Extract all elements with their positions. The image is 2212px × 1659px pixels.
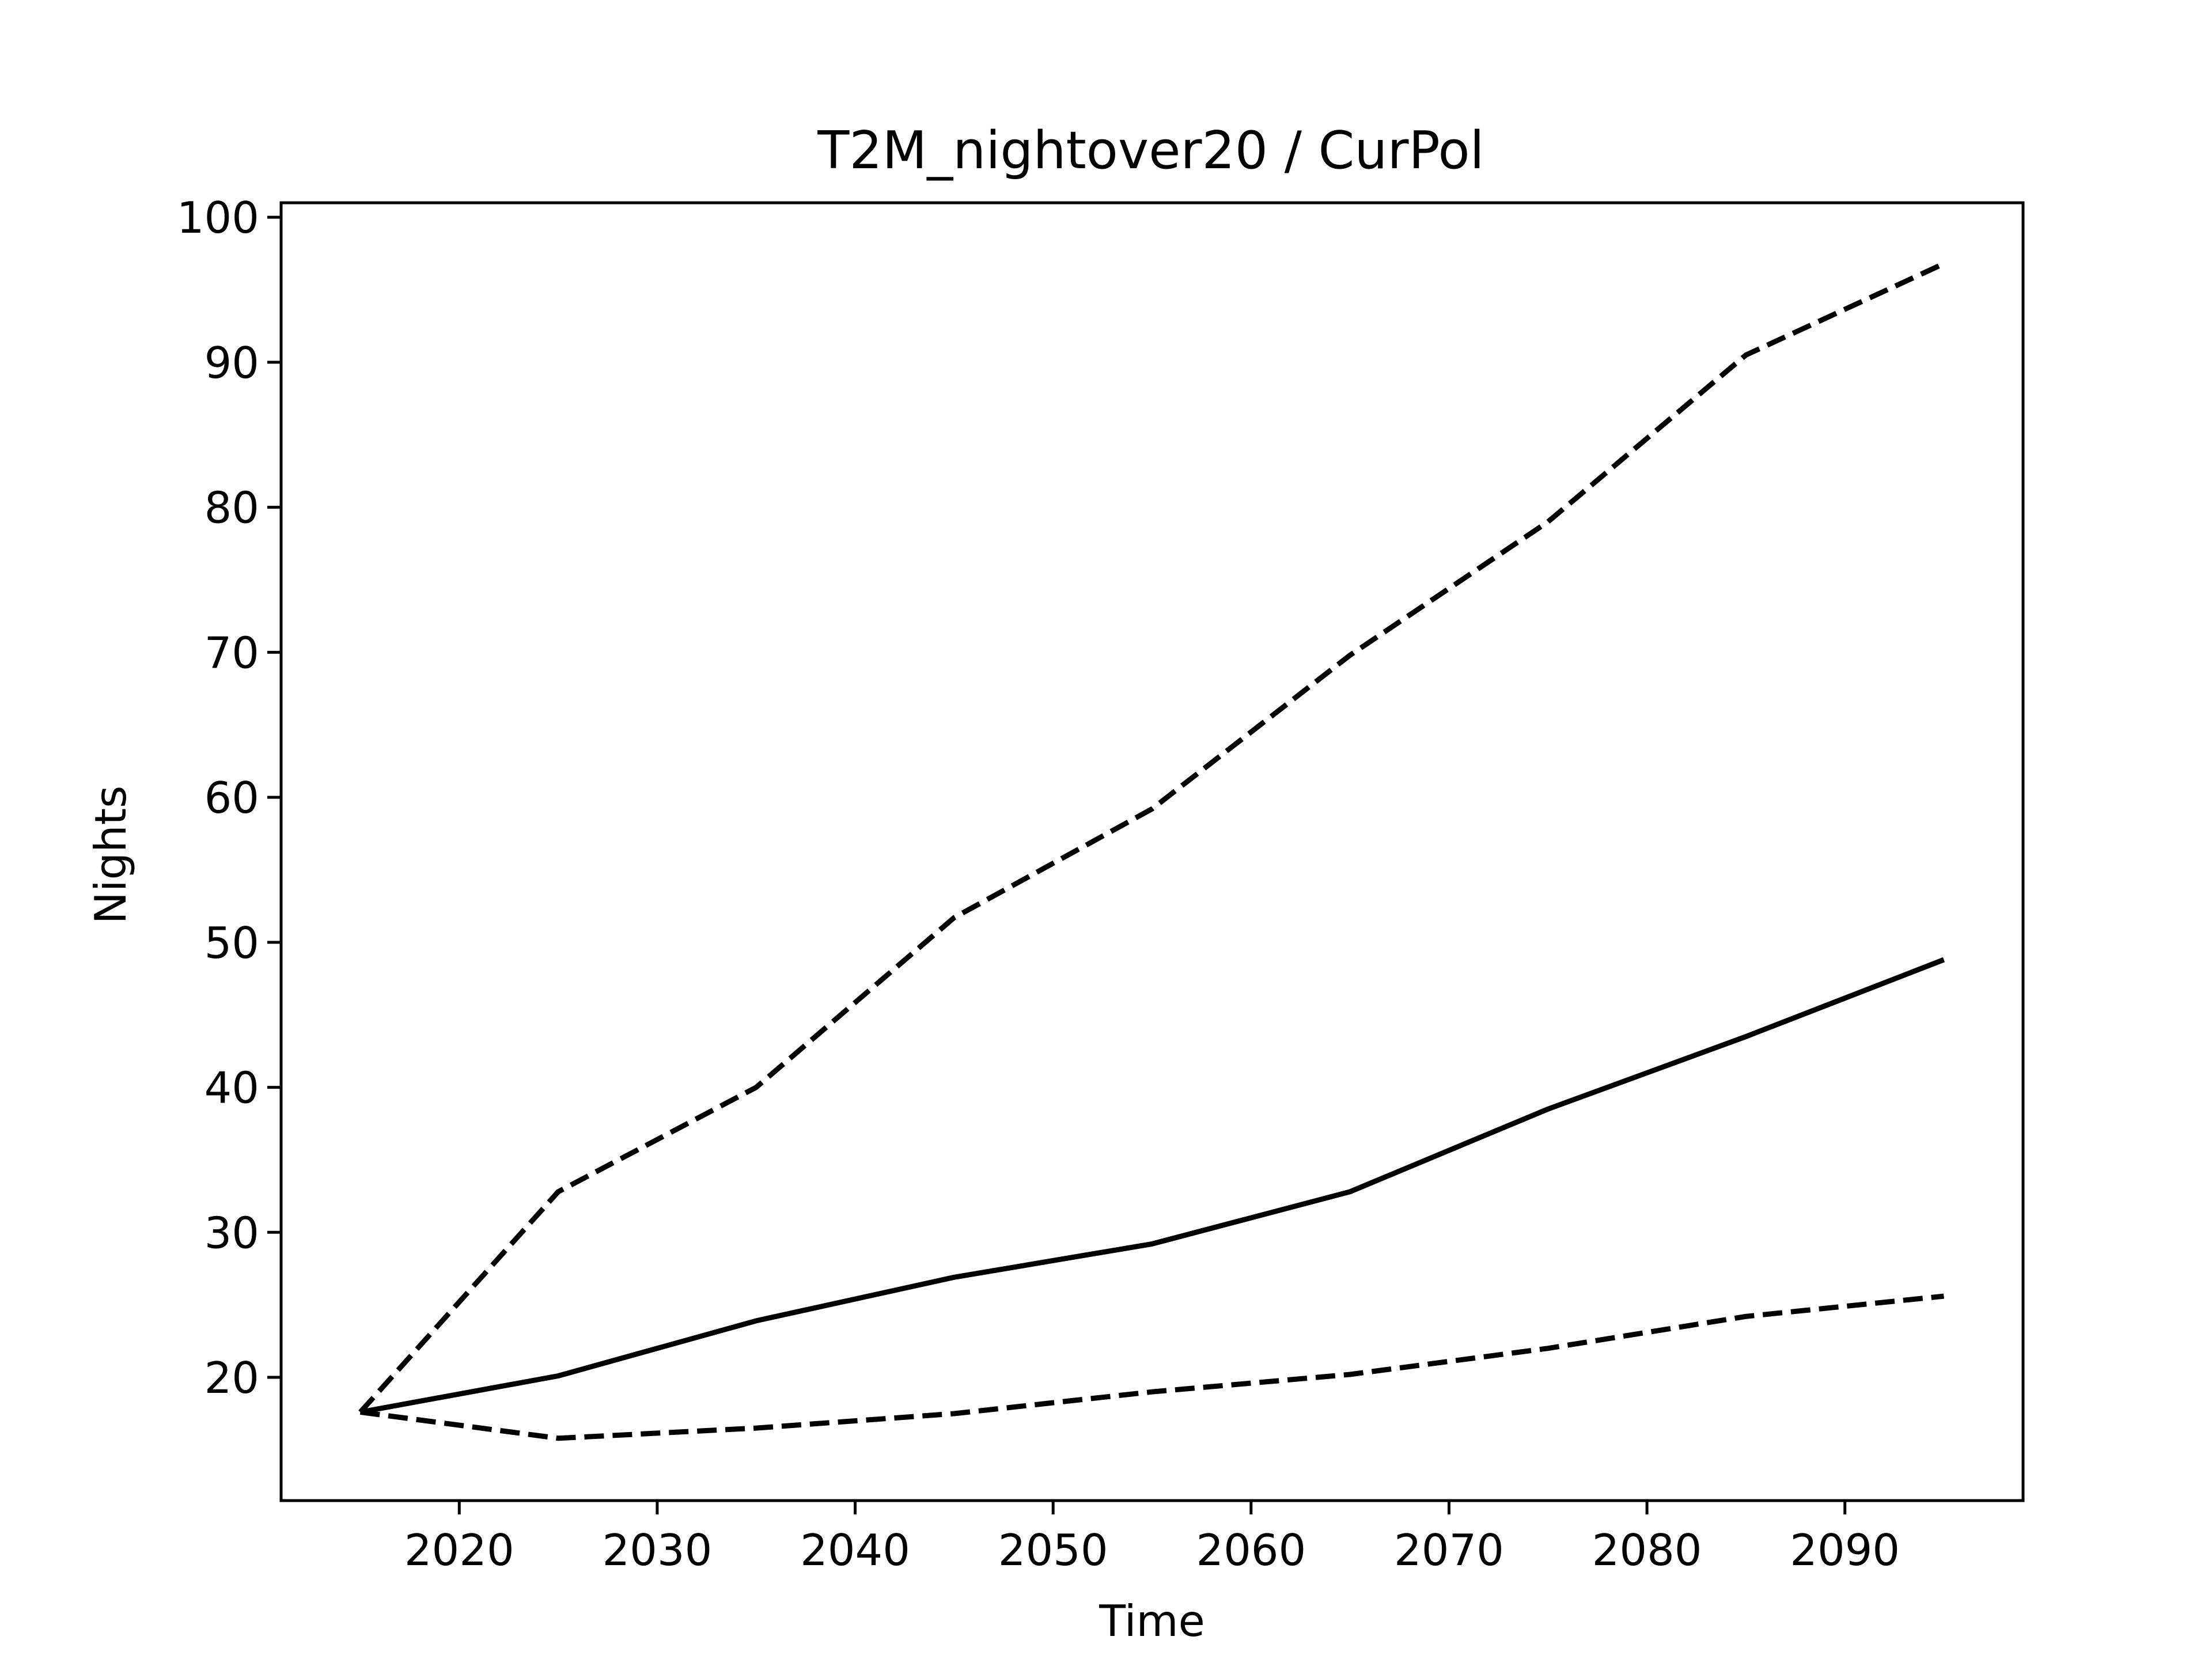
x-tick-label: 2030	[602, 1525, 712, 1575]
y-tick-label: 50	[204, 918, 259, 968]
series-layer	[358, 261, 1945, 1441]
chart-title: T2M_nightover20 / CurPol	[817, 120, 1484, 181]
plot-frame	[279, 201, 2025, 1502]
x-tick-label: 2060	[1196, 1525, 1306, 1575]
x-tick-label: 2040	[800, 1525, 910, 1575]
x-tick-label: 2090	[1790, 1525, 1900, 1575]
x-axis-label: Time	[1099, 1596, 1205, 1646]
y-tick-label: 30	[204, 1207, 259, 1258]
ticks-layer: 2020 2030 2040 2050 2060 2070 2080 209020304050…	[177, 192, 1900, 1575]
y-tick-label: 60	[204, 772, 259, 823]
series-line-2	[359, 957, 1945, 1415]
x-tick-label: 2080	[1592, 1525, 1702, 1575]
x-tick-label: 2070	[1394, 1525, 1504, 1575]
y-axis-label: Nights	[85, 786, 136, 925]
series-line-3	[359, 1293, 1944, 1441]
y-tick-label: 80	[204, 483, 259, 533]
x-tick-label: 2050	[998, 1525, 1108, 1575]
y-tick-label: 70	[204, 627, 259, 678]
y-tick-label: 40	[204, 1063, 259, 1113]
y-tick-label: 100	[177, 192, 259, 243]
y-tick-label: 20	[204, 1353, 259, 1403]
y-tick-label: 90	[204, 338, 259, 388]
x-tick-label: 2020	[404, 1525, 514, 1575]
series-line-1	[358, 261, 1945, 1414]
